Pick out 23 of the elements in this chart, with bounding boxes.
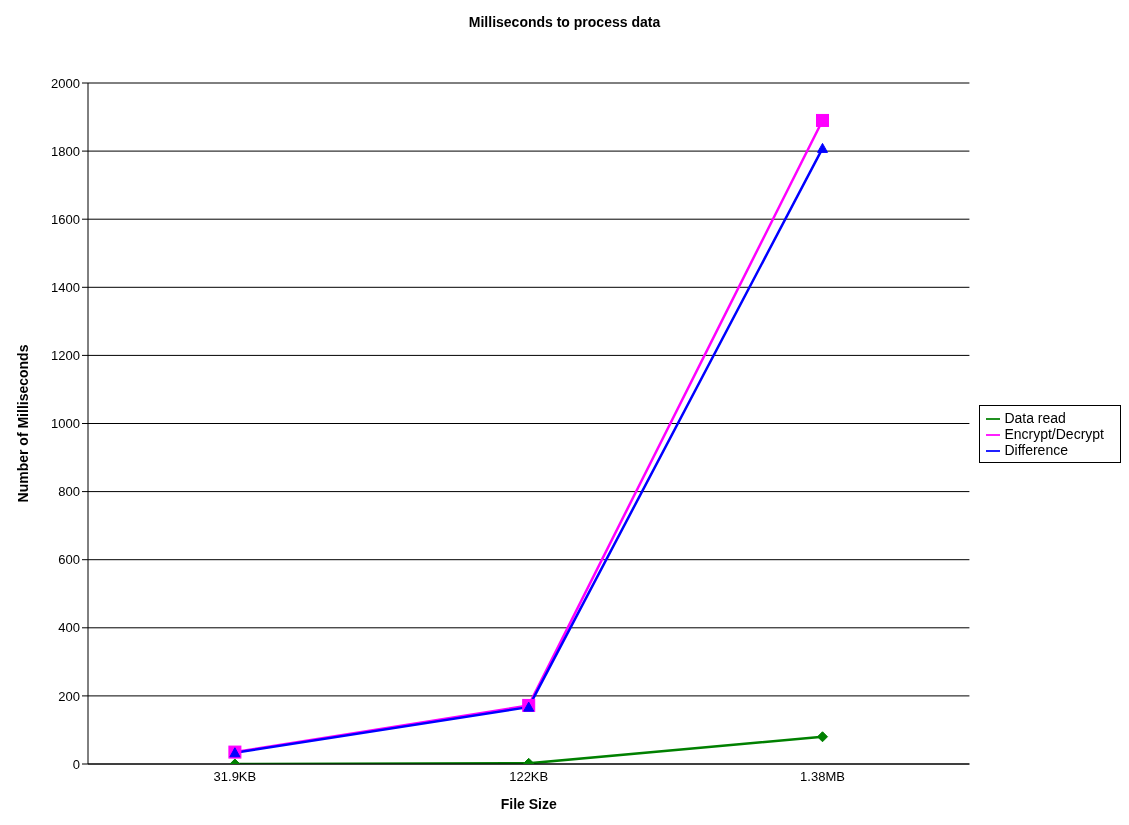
- x-axis-title: File Size: [500, 796, 557, 812]
- y-axis-title: Number of Milliseconds: [14, 344, 31, 503]
- y-tick-label: 600: [58, 552, 80, 568]
- y-tick-label: 1400: [51, 279, 80, 295]
- y-tick-label: 800: [58, 484, 80, 500]
- x-tick-label: 122KB: [509, 769, 549, 785]
- y-tick-label: 200: [58, 688, 80, 704]
- legend-label: Difference: [1004, 442, 1068, 459]
- chart-title: Milliseconds to process data: [467, 13, 662, 32]
- point: [816, 113, 830, 127]
- point: [817, 142, 829, 153]
- y-tick-label: 1800: [51, 143, 80, 159]
- y-tick-label: 1200: [51, 348, 80, 364]
- y-tick-label: 1000: [51, 416, 80, 432]
- legend-label: Data read: [1004, 409, 1066, 426]
- y-tick-label: 2000: [51, 75, 80, 91]
- point: [817, 731, 829, 743]
- y-tick-label: 0: [72, 756, 80, 772]
- y-tick-label: 400: [58, 620, 80, 636]
- x-tick-label: 1.38MB: [800, 769, 845, 785]
- y-tick-label: 1600: [51, 211, 80, 227]
- legend-label: Encrypt/Decrypt: [1004, 425, 1104, 442]
- x-tick-label: 31.9KB: [213, 769, 257, 785]
